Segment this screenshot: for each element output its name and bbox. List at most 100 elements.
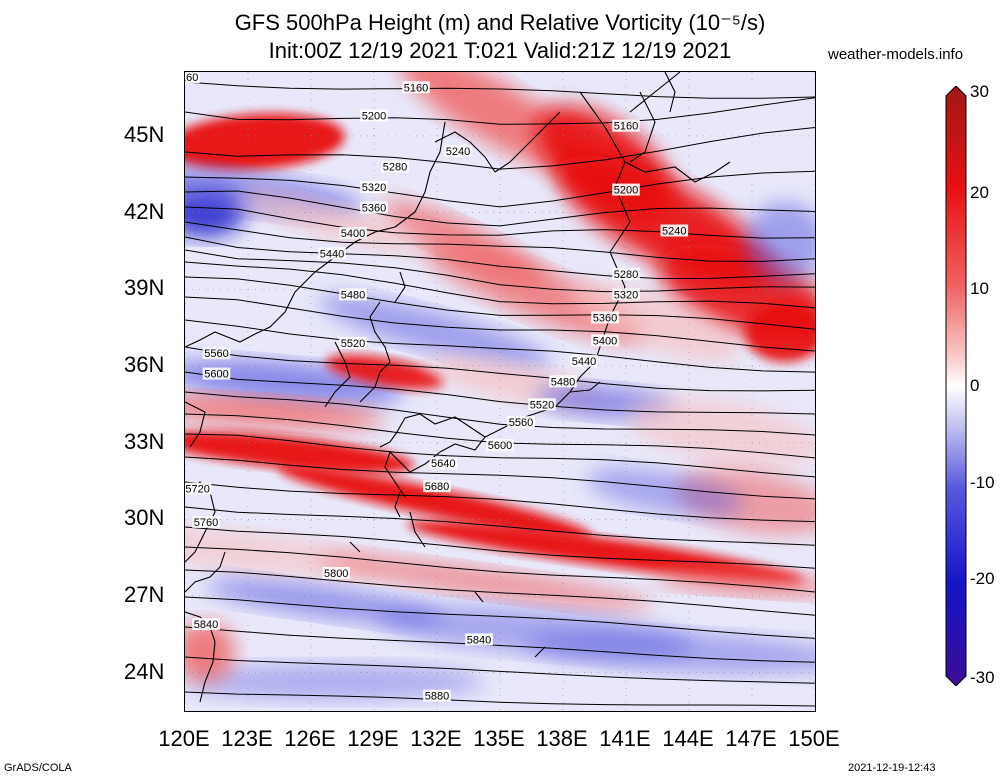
contour-label: 5160 (402, 81, 430, 94)
height-contours (185, 81, 815, 707)
contour-label-text: 5440 (572, 356, 596, 368)
coastline (394, 271, 406, 303)
contour-label-text: 5360 (593, 312, 617, 324)
height-contour (185, 546, 815, 593)
vorticity-cell (525, 630, 815, 674)
contour-label-text: 5800 (324, 568, 348, 580)
contour-label-text: 5720 (185, 484, 209, 496)
coastline (394, 121, 446, 228)
coastline (359, 371, 381, 403)
height-contour (185, 456, 815, 500)
vorticity-cell (238, 191, 432, 253)
contour-label-text: 5240 (446, 146, 470, 158)
contour-label-text: 5320 (614, 289, 638, 301)
vorticity-cell (325, 354, 445, 390)
contour-label: 5440 (570, 354, 598, 368)
coastline (664, 72, 676, 113)
timestamp: 2021-12-19-12:43 (848, 762, 936, 774)
vorticity-cell (185, 395, 385, 429)
lon-tick-label: 132E (410, 726, 462, 751)
vorticity-cell (626, 397, 815, 467)
coastline (494, 111, 561, 173)
height-contour (185, 236, 815, 280)
lat-tick-label: 42N (124, 198, 165, 224)
coastline (569, 91, 631, 393)
contour-label: 5480 (549, 375, 577, 388)
height-contour (185, 346, 815, 392)
lon-tick-label: 138E (536, 726, 588, 751)
contour-label-text: 5520 (530, 399, 554, 411)
vorticity-cell (185, 622, 235, 682)
contour-label: 5680 (423, 480, 451, 493)
coastline (629, 72, 681, 113)
colorbar-tick-label: 10 (970, 279, 989, 299)
height-contour (185, 371, 815, 415)
height-contour (185, 526, 815, 569)
height-contour (185, 506, 815, 546)
lon-tick-label: 126E (284, 726, 336, 751)
contour-label: 5600 (486, 439, 514, 452)
contour-label: 5840 (192, 618, 220, 631)
contour-label: 5840 (465, 633, 493, 646)
colorbar-tick-label: -30 (970, 668, 995, 687)
height-contour (185, 481, 815, 523)
contour-label-text: 5280 (383, 162, 407, 174)
contour-label-text: 5880 (425, 691, 449, 703)
coastline (474, 591, 484, 603)
contour-label-text: 5280 (614, 269, 638, 281)
height-contour (185, 81, 815, 99)
height-contour (185, 569, 815, 616)
lon-tick-label: 147E (725, 726, 777, 751)
map-panel: 160 5160 5160 5200 5200 5240 5240 5280 5280 5320 5… (184, 71, 816, 712)
vorticity-cell (318, 295, 552, 369)
height-contour (185, 596, 815, 639)
coastline (185, 401, 206, 448)
contour-label-text: 5520 (341, 338, 365, 350)
coastline (409, 511, 426, 548)
map-subtitle: Init:00Z 12/19 2021 T:021 Valid:21Z 12/1… (268, 38, 732, 63)
contour-label: 5320 (360, 181, 388, 194)
vorticity-cell (655, 568, 815, 596)
vorticity-cell (185, 664, 485, 700)
contour-label-text: 5400 (341, 228, 365, 240)
contour-label-text: 5760 (194, 517, 218, 529)
contour-label: 5360 (591, 311, 619, 324)
height-contour (185, 249, 815, 293)
contour-label-text: 5200 (614, 185, 638, 197)
contour-label-text: 5640 (431, 458, 455, 470)
contour-label-text: 5600 (488, 440, 512, 452)
coastline (569, 381, 601, 393)
lon-tick-label: 144E (662, 726, 714, 751)
vorticity-cell (406, 520, 804, 584)
vorticity-cell (185, 113, 345, 171)
contour-label: 5520 (339, 336, 367, 350)
contour-label: 5600 (202, 367, 231, 381)
vorticity-cell (185, 527, 385, 577)
colorbar-tick-label: -10 (970, 472, 995, 492)
height-contour (185, 626, 815, 663)
contour-label-text: 5160 (404, 82, 428, 94)
colorbar-tick-label: 20 (970, 182, 989, 202)
height-contour (185, 97, 815, 125)
contour-label: 5280 (381, 160, 409, 174)
height-contour (185, 190, 815, 227)
contour-label-text: 5480 (551, 376, 575, 388)
coastline (396, 413, 486, 438)
coastline (629, 91, 656, 163)
contour-label: 5480 (339, 288, 367, 301)
colorbar-tick-label: 0 (970, 376, 980, 395)
coastline (384, 450, 441, 498)
contour-label: 5200 (360, 109, 388, 123)
height-contour (185, 319, 815, 373)
contour-label-text: 5840 (194, 619, 218, 631)
coastline (324, 341, 351, 408)
lat-tick-label: 27N (124, 581, 165, 607)
contour-labels: 160 5160 5160 5200 5200 5240 5240 5280 5280 5320 5… (185, 72, 689, 703)
lon-tick-label: 120E (158, 726, 210, 751)
contour-label: 5400 (591, 334, 619, 347)
contour-label-text: 5560 (509, 417, 533, 429)
coastline (434, 131, 496, 173)
vorticity-cell (278, 466, 592, 538)
lat-tick-label: 33N (124, 428, 165, 454)
coastline (185, 551, 226, 593)
